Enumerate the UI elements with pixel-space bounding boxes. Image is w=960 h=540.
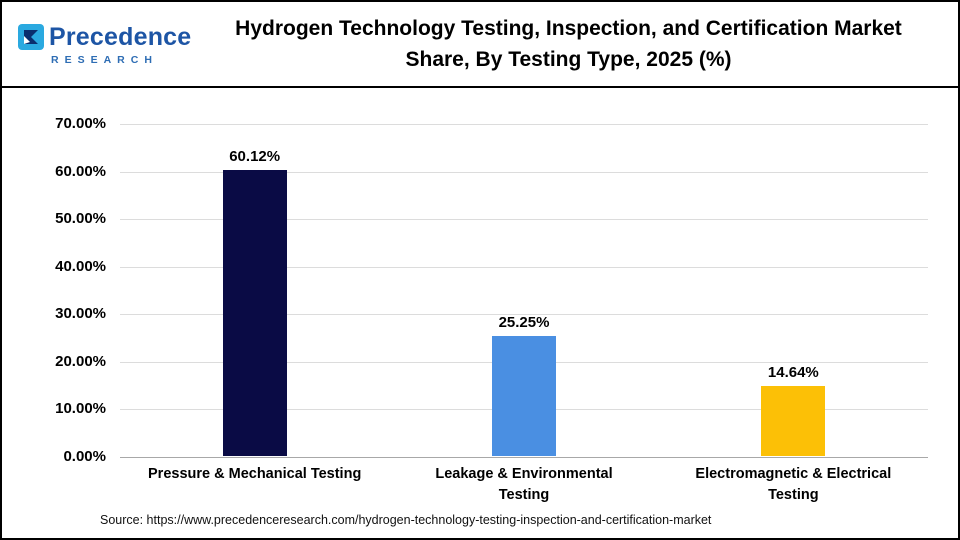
- y-tick-label: 10.00%: [55, 400, 106, 418]
- x-category-label: Electromagnetic & Electrical Testing: [695, 466, 892, 504]
- y-tick-label: 0.00%: [63, 448, 106, 465]
- chart-header: Precedence RESEARCH Hydrogen Technology …: [2, 2, 958, 88]
- y-tick-label: 50.00%: [55, 210, 106, 228]
- bar-1: [222, 170, 287, 456]
- y-tick-label: 30.00%: [55, 305, 106, 323]
- bar-value-label: 60.12%: [229, 148, 281, 166]
- chart-title-line-2: Share, By Testing Type, 2025 (%): [405, 48, 732, 71]
- gridline: [120, 171, 928, 173]
- gridline: [120, 219, 928, 221]
- source-note: Source: https://www.precedenceresearch.c…: [100, 513, 712, 527]
- bar-3: [761, 386, 826, 456]
- gridline: [120, 266, 928, 268]
- x-category-label: Leakage & Environmental Testing: [435, 466, 613, 504]
- y-tick-label: 60.00%: [55, 162, 106, 180]
- chart-title-line-1: Hydrogen Technology Testing, Inspection,…: [235, 16, 902, 40]
- x-axis: Pressure & Mechanical Testing Leakage & E…: [120, 464, 928, 506]
- bar-value-label: 14.64%: [767, 364, 819, 382]
- bar-value-label: 25.25%: [498, 313, 550, 331]
- precedence-logo-icon: [18, 24, 44, 50]
- precedence-logo: Precedence RESEARCH: [2, 23, 197, 66]
- x-axis-line: [120, 457, 928, 458]
- logo-brand-text: Precedence: [49, 22, 192, 51]
- logo-row: Precedence: [18, 23, 197, 52]
- gridline: [120, 124, 928, 125]
- y-tick-label: 70.00%: [55, 115, 106, 132]
- y-tick-label: 20.00%: [55, 352, 106, 370]
- y-tick-label: 40.00%: [55, 257, 106, 275]
- bar-2: [492, 335, 556, 456]
- y-axis: 0.00% 10.00% 20.00% 30.00% 40.00% 50.00% 60.00…: [8, 115, 112, 465]
- chart-title: Hydrogen Technology Testing, Inspection,…: [197, 13, 958, 76]
- gridline: [120, 314, 928, 316]
- logo-sub-text: RESEARCH: [51, 53, 158, 66]
- x-category-label: Pressure & Mechanical Testing: [148, 466, 362, 482]
- plot-area: 60.12% 25.25% 14.64%: [120, 124, 928, 458]
